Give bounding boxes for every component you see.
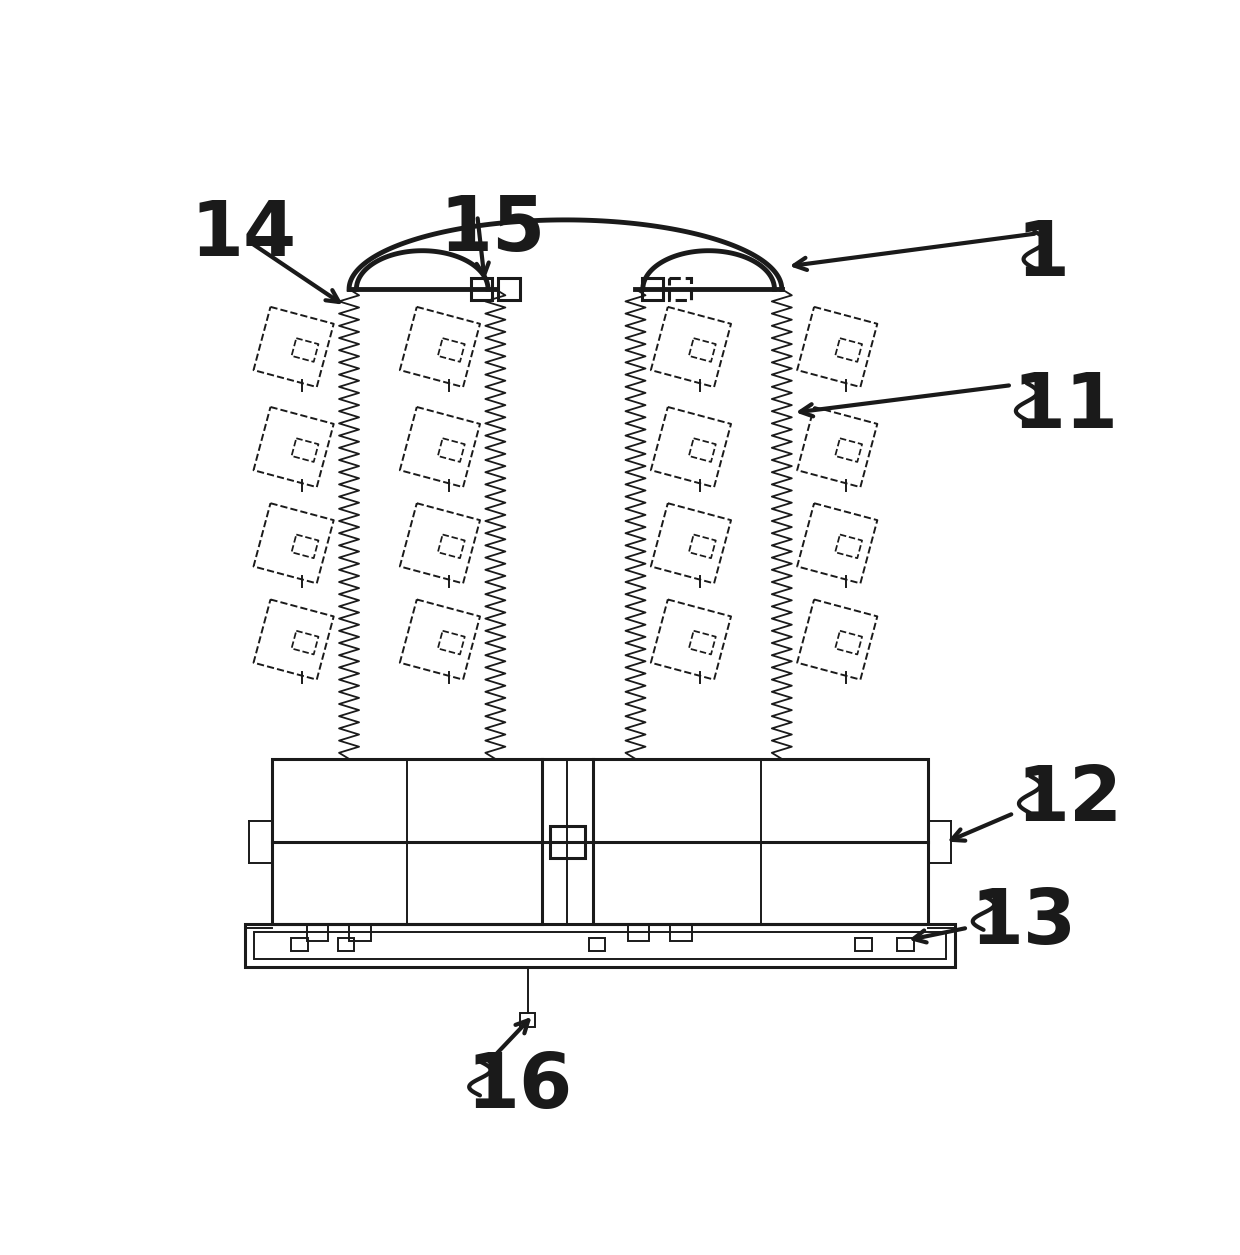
Bar: [272, 759, 542, 925]
Bar: [593, 759, 928, 925]
Bar: [254, 932, 946, 959]
Bar: [337, 939, 355, 950]
Text: 16: 16: [466, 1050, 573, 1124]
Bar: [551, 826, 585, 858]
Bar: [589, 939, 605, 950]
Text: 11: 11: [1013, 370, 1118, 444]
Text: 14: 14: [191, 198, 296, 272]
Bar: [471, 279, 492, 300]
Bar: [641, 279, 663, 300]
Bar: [898, 939, 914, 950]
Bar: [306, 925, 329, 941]
Bar: [627, 925, 650, 941]
Text: 13: 13: [971, 886, 1076, 960]
Text: 12: 12: [1017, 763, 1122, 837]
Text: 1: 1: [1017, 218, 1070, 292]
Bar: [520, 1013, 536, 1027]
Bar: [854, 939, 872, 950]
Bar: [350, 925, 371, 941]
Bar: [670, 925, 692, 941]
Text: 15: 15: [439, 193, 546, 267]
Bar: [246, 925, 955, 966]
Bar: [670, 279, 691, 300]
Bar: [498, 279, 520, 300]
Bar: [291, 939, 309, 950]
